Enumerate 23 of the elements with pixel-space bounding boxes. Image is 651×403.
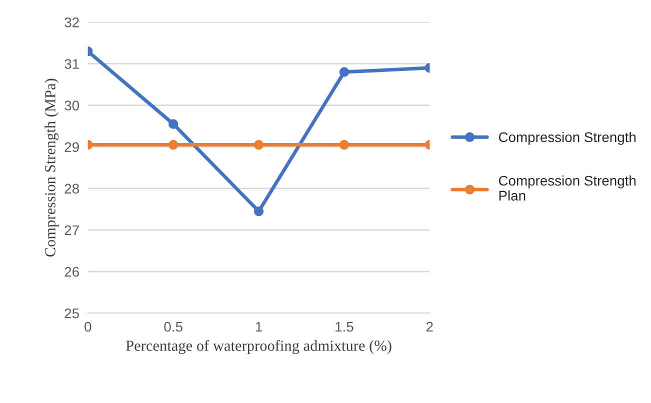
y-tick-label: 25 [64,308,79,318]
x-tick-label: 1 [256,322,262,332]
legend-label: Compression Strength [498,132,636,145]
point [339,67,350,77]
x-tick-label: 0 [84,322,92,332]
y-tick-label: 26 [64,266,79,277]
point [254,206,264,216]
x-tick-label: 0.5 [164,322,182,332]
y-axis-title: Compression Strength (MPa) [44,78,59,257]
x-tick-label: 2 [426,322,433,332]
legend-label: Compression Strength Plan [498,175,636,201]
y-tick-label: 27 [64,225,79,236]
y-tick-label: 32 [64,18,79,28]
point [168,140,178,150]
x-tick-label: 1.5 [336,322,354,332]
point [168,119,178,129]
y-tick-label: 31 [64,59,79,69]
point [254,140,264,150]
x-axis-title: Percentage of waterproofing admixture (%) [126,340,392,354]
y-tick-label: 29 [64,142,79,152]
point [339,140,350,150]
y-tick-label: 30 [64,100,80,110]
y-tick-label: 28 [64,184,79,194]
